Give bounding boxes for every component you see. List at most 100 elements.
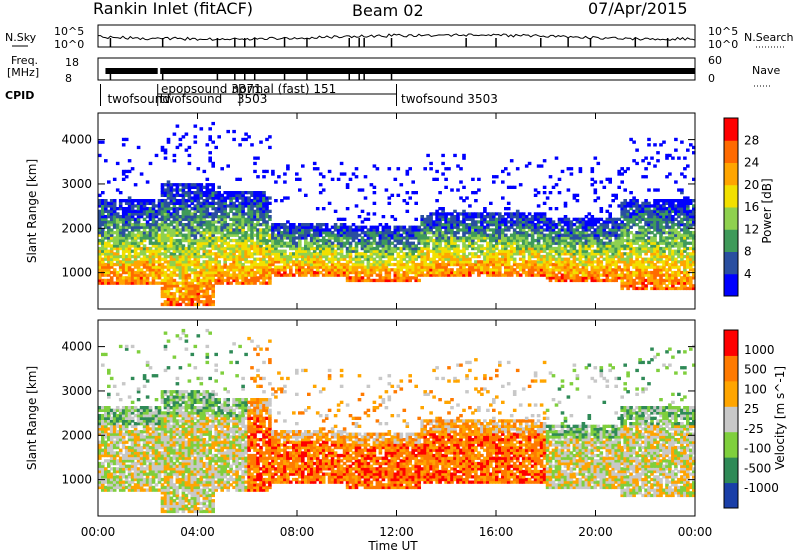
range-gate-cell — [309, 257, 314, 261]
range-gate-cell — [175, 246, 180, 251]
range-gate-cell — [139, 260, 144, 264]
range-gate-cell — [506, 241, 511, 245]
range-gate-cell — [614, 228, 618, 232]
range-gate-cell — [671, 262, 675, 267]
range-gate-cell — [259, 223, 263, 227]
range-gate-cell — [286, 257, 290, 261]
range-gate-cell — [342, 244, 347, 248]
range-gate-cell — [112, 268, 117, 272]
range-gate-cell — [560, 225, 565, 229]
range-gate-cell — [426, 238, 430, 243]
range-gate-cell — [608, 238, 612, 243]
range-gate-cell — [456, 164, 460, 168]
range-gate-cell — [638, 217, 642, 221]
range-gate-cell — [417, 246, 421, 251]
range-gate-cell — [348, 268, 353, 272]
range-gate-cell — [554, 156, 559, 160]
range-gate-cell — [492, 180, 496, 184]
range-gate-cell — [163, 207, 168, 211]
range-gate-cell — [121, 281, 126, 285]
range-gate-cell — [118, 262, 123, 267]
range-gate-cell — [223, 209, 227, 213]
range-gate-cell — [196, 246, 201, 251]
range-gate-cell — [545, 223, 550, 227]
range-gate-cell — [533, 254, 538, 259]
range-gate-cell — [596, 273, 601, 277]
range-gate-cell — [175, 223, 180, 227]
range-gate-cell — [280, 236, 284, 240]
range-gate-cell — [498, 233, 502, 237]
cpid-program-label: 3503 — [237, 92, 268, 106]
range-gate-cell — [647, 281, 651, 285]
range-gate-cell — [593, 249, 598, 253]
range-gate-cell — [333, 265, 338, 269]
range-gate-cell — [468, 223, 472, 227]
range-gate-cell — [268, 209, 272, 213]
range-gate-cell — [536, 244, 541, 248]
range-gate-cell — [208, 220, 212, 224]
range-gate-cell — [136, 204, 141, 208]
range-gate-cell — [632, 204, 636, 208]
range-gate-cell — [205, 238, 210, 243]
range-gate-cell — [315, 244, 320, 248]
range-gate-cell — [148, 215, 153, 219]
range-gate-cell — [599, 241, 604, 245]
range-gate-cell — [118, 199, 123, 203]
range-gate-cell — [286, 260, 290, 264]
range-gate-cell — [596, 249, 601, 253]
range-gate-cell — [130, 244, 135, 248]
range-gate-cell — [214, 270, 218, 275]
range-gate-cell — [133, 220, 138, 224]
range-gate-cell — [632, 201, 636, 205]
range-gate-cell — [315, 241, 320, 245]
range-gate-cell — [238, 268, 242, 272]
range-gate-cell — [587, 223, 592, 227]
range-gate-cell — [662, 140, 666, 144]
freq-tick-bottom: 8 — [65, 72, 72, 85]
range-gate-cell — [617, 265, 621, 269]
range-gate-cell — [518, 233, 523, 237]
range-gate-cell — [241, 273, 245, 277]
range-gate-cell — [495, 217, 499, 221]
range-gate-cell — [671, 276, 675, 280]
range-gate-cell — [629, 241, 633, 245]
range-gate-cell — [178, 297, 183, 301]
range-gate-cell — [638, 236, 642, 240]
noise-sky-trace — [98, 33, 696, 47]
range-gate-cell — [423, 260, 427, 264]
range-gate-cell — [650, 241, 654, 245]
range-gate-cell — [530, 220, 535, 224]
range-gate-cell — [139, 238, 144, 243]
range-gate-cell — [387, 225, 392, 229]
range-gate-cell — [250, 278, 254, 283]
range-gate-cell — [345, 238, 350, 243]
range-gate-cell — [426, 244, 430, 248]
range-gate-cell — [190, 260, 195, 264]
range-gate-cell — [423, 223, 427, 227]
range-gate-cell — [187, 265, 192, 269]
range-gate-cell — [241, 265, 245, 269]
range-gate-cell — [662, 281, 666, 285]
range-gate-cell — [262, 220, 266, 224]
range-gate-cell — [339, 172, 344, 176]
range-gate-cell — [318, 228, 323, 232]
range-gate-cell — [462, 273, 466, 277]
range-gate-cell — [477, 233, 481, 237]
range-gate-cell — [112, 199, 117, 203]
range-gate-cell — [444, 223, 448, 227]
range-gate-cell — [241, 238, 245, 243]
range-gate-cell — [181, 191, 186, 195]
range-gate-cell — [193, 140, 198, 144]
range-gate-cell — [575, 241, 580, 245]
range-gate-cell — [187, 231, 192, 235]
range-gate-cell — [659, 268, 663, 272]
range-gate-cell — [136, 233, 141, 237]
range-gate-cell — [426, 270, 430, 275]
range-gate-cell — [133, 238, 138, 243]
range-gate-cell — [199, 215, 204, 219]
range-gate-cell — [241, 225, 245, 229]
range-gate-cell — [408, 241, 412, 245]
range-gate-cell — [489, 244, 493, 248]
range-gate-cell — [444, 236, 448, 240]
range-gate-cell — [351, 228, 356, 232]
